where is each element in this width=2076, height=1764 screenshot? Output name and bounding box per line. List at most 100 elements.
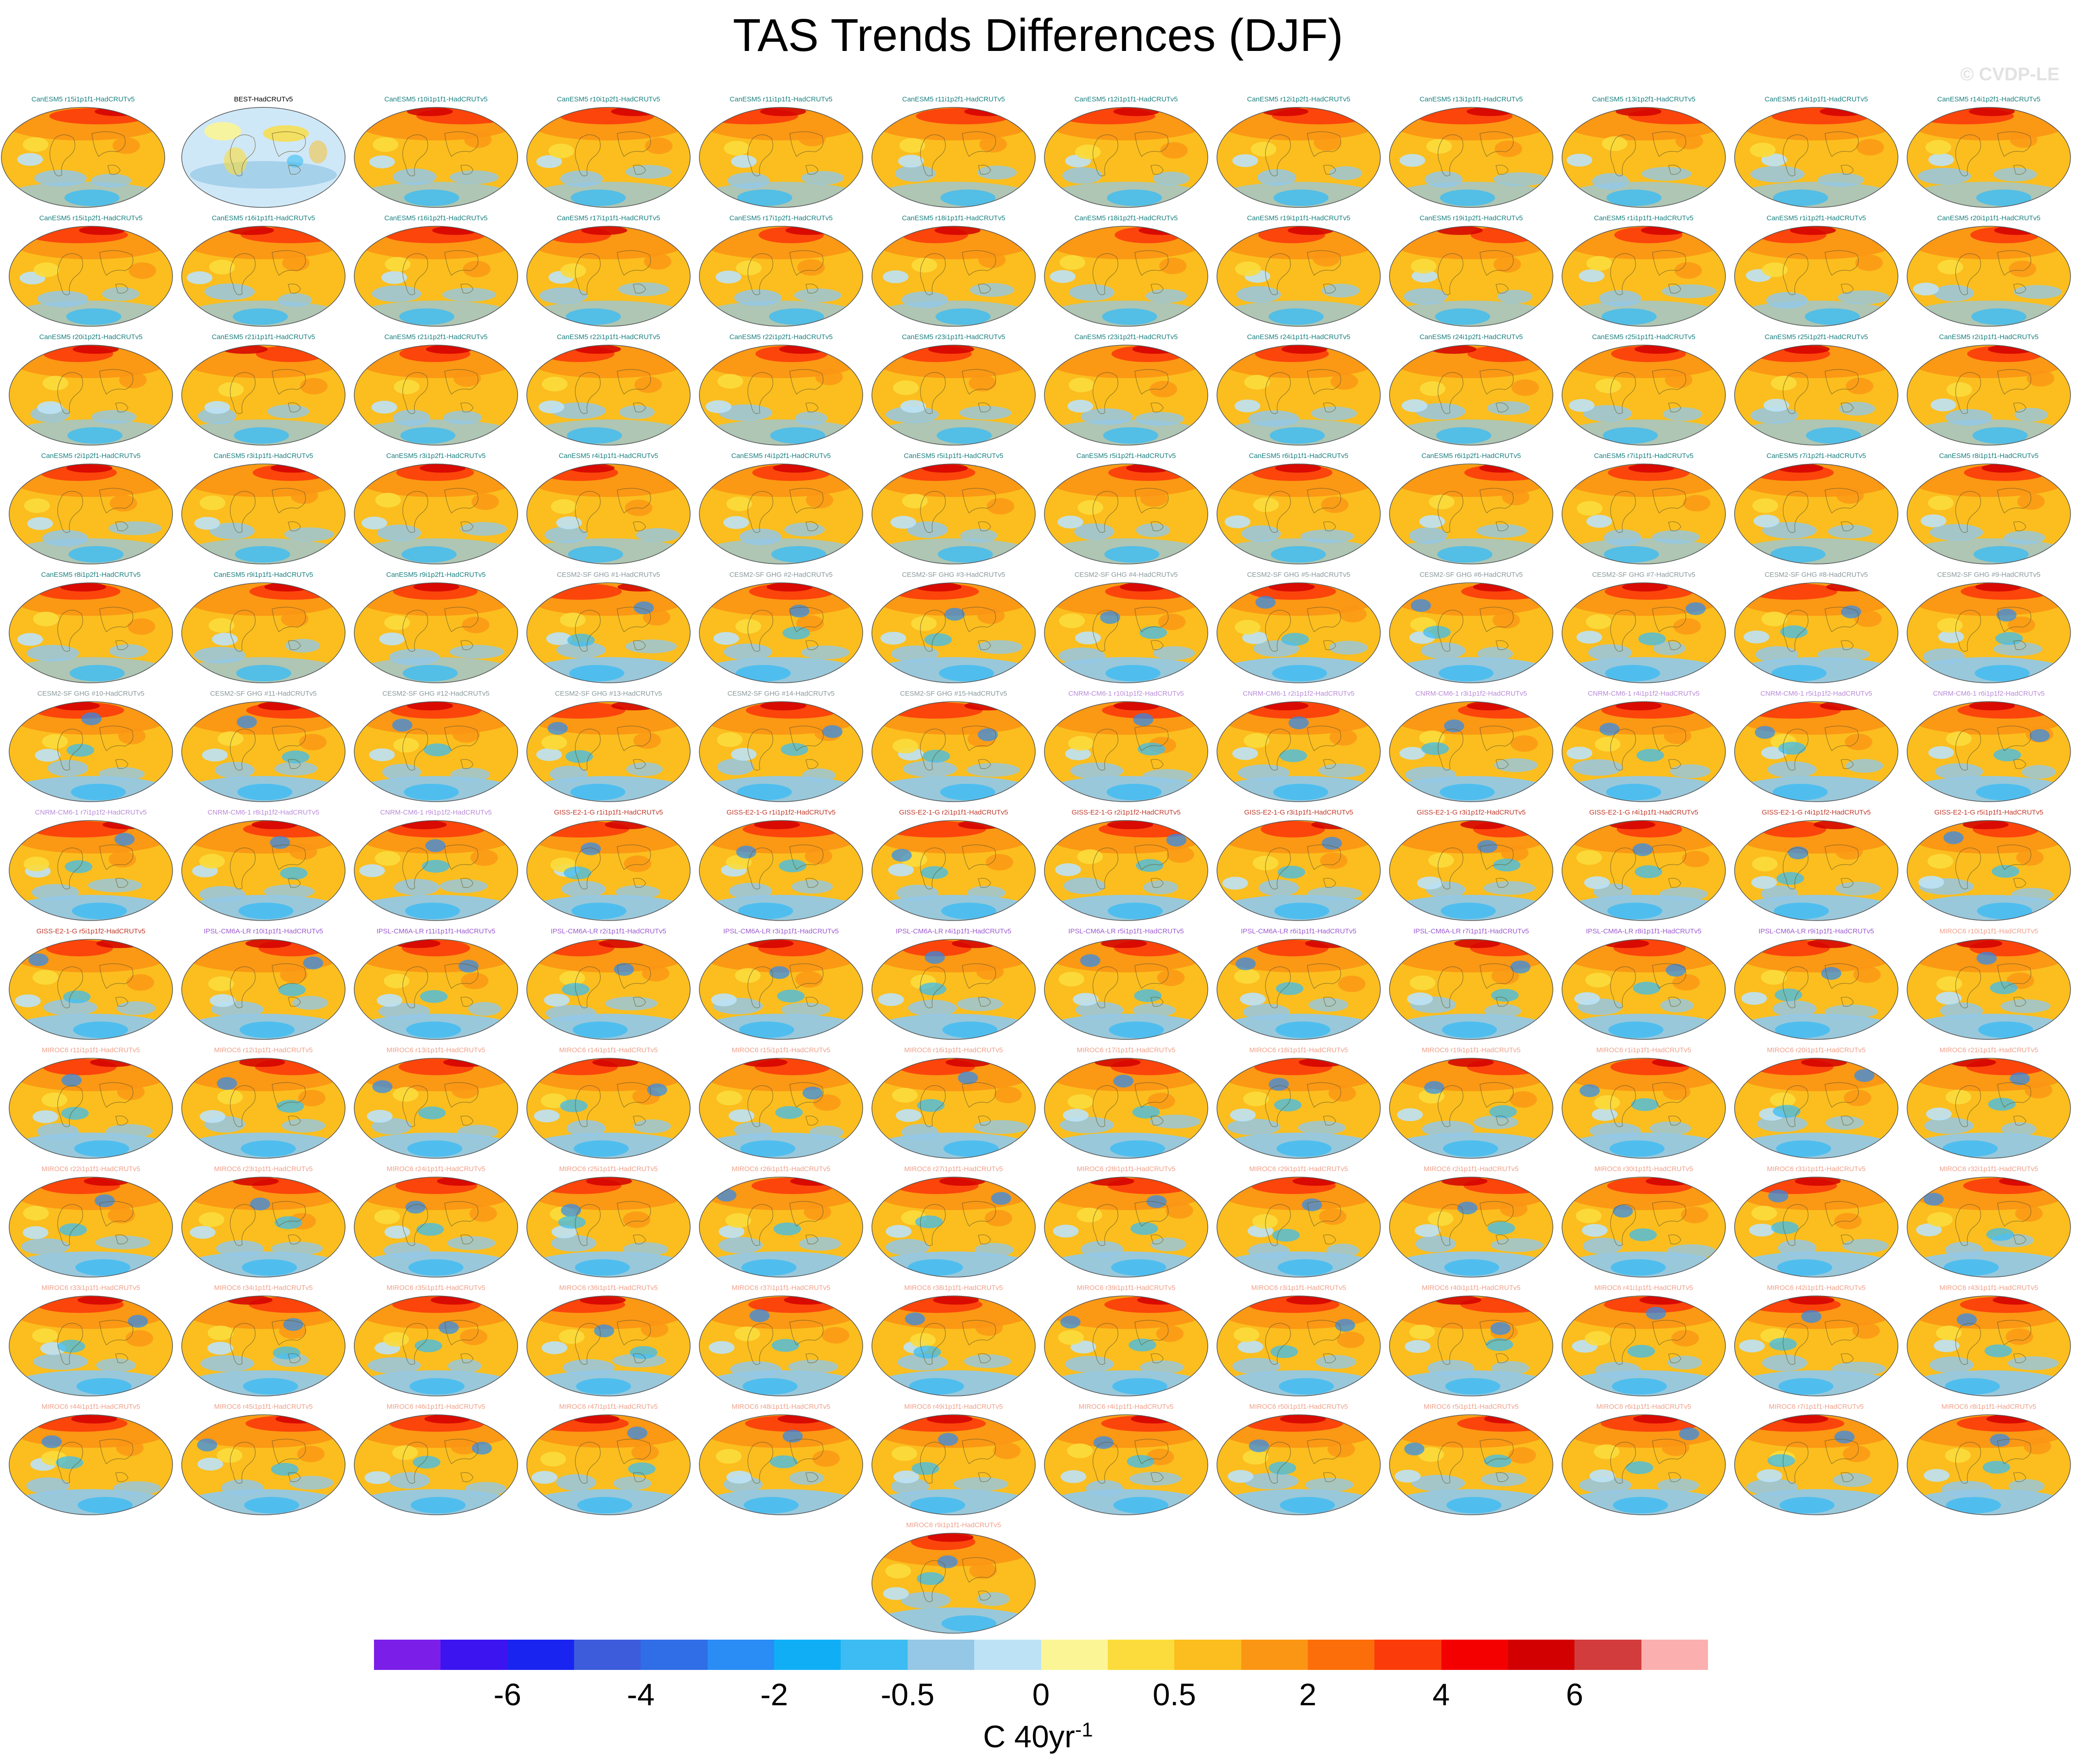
map-region [60,583,106,592]
map-region [901,1592,951,1609]
map-region [289,1476,334,1490]
panel-map [180,1176,346,1278]
map-region [1761,970,1787,985]
map-region [1140,490,1168,507]
map-panel: MIROC6 r32i1p1f1-HadCRUTv5 [1906,1165,2072,1279]
map-region [1335,1318,1356,1332]
map-region [1920,514,1947,527]
map-region [1508,1447,1536,1464]
map-region [893,380,919,395]
coastlines [229,369,306,414]
map-region [1328,1085,1356,1102]
coastlines [575,1201,651,1246]
panel-map [1733,344,1899,447]
coastlines [1955,1439,2031,1484]
map [1389,1177,1553,1278]
map-region [90,1058,136,1067]
map-region [217,1089,243,1105]
map-region [1460,821,1507,829]
map-region [541,376,568,391]
map-region [1233,1327,1260,1342]
map-region [1103,427,1159,444]
map-panel: GISS-E2-1-G r5i1p1f1-HadCRUTv5 [1906,808,2072,923]
panel-title: CanESM5 r23i1p1f1-HadCRUTv5 [902,333,1005,341]
map-region [208,976,234,991]
map-region [1457,1201,1478,1215]
map-region [967,886,1006,900]
map-region [549,765,588,782]
map-region [1490,1322,1511,1335]
map-region [536,583,622,600]
map-panel: CESM2-SF GHG #2-HadCRUTv5 [698,570,864,685]
map-outline [1389,701,1553,802]
panel-title: CanESM5 r22i1p1f1-HadCRUTv5 [557,333,660,341]
map-outline [1389,107,1553,208]
map-region [292,996,329,1010]
map-region [769,308,824,325]
map-region [805,491,833,508]
map-region [1610,1259,1666,1276]
map-panel: MIROC6 r7i1p1f1-HadCRUTv5 [1733,1402,1899,1517]
map-region [419,464,466,473]
map-region [1752,498,1778,513]
map-outline [1907,226,2071,327]
panel-title: MIROC6 r9i1p1f1-HadCRUTv5 [906,1521,1001,1529]
map-panel: CanESM5 r19i1p1f1-HadCRUTv5 [1216,214,1382,329]
coastlines [1265,1320,1341,1365]
map-region [565,750,593,763]
coastlines [1955,131,2031,177]
map-region [1672,974,1700,991]
map-region [1419,381,1445,396]
map-region [280,966,308,983]
panel-title: CanESM5 r12i1p2f1-HadCRUTv5 [1247,95,1351,103]
map-region [1841,605,1861,619]
map-panel: MIROC6 r13i1p1f1-HadCRUTv5 [353,1046,519,1161]
panel-map [8,700,174,803]
map [1562,820,1726,921]
map-region [1330,373,1358,390]
map-outline [181,582,346,683]
map-panel: MIROC6 r17i1p1f1-HadCRUTv5 [1043,1046,1209,1161]
map [181,226,346,327]
coastlines [575,607,651,652]
map-region [1993,748,2021,762]
panel-title: MIROC6 r44i1p1f1-HadCRUTv5 [41,1403,140,1411]
panel-map [8,225,174,328]
map [1734,582,1898,683]
map [699,1414,863,1515]
coastlines [1437,1201,1514,1246]
map-region [1399,747,1425,760]
map-region [1410,975,1436,990]
map-panel: CNRM-CM6-1 r6i1p1f2-HadCRUTv5 [1906,689,2072,804]
panel-title: MIROC6 r30i1p1f1-HadCRUTv5 [1594,1165,1693,1173]
panel-map [525,1057,692,1160]
map-region [1166,833,1187,847]
map-region [116,1001,156,1016]
map [1562,345,1726,446]
map-region [432,226,478,235]
map-region [1984,1344,2012,1357]
map-region [573,1415,619,1423]
map [1734,226,1898,327]
map-region [424,1415,470,1423]
panel-title: CanESM5 r7i1p2f1-HadCRUTv5 [1766,452,1866,460]
panel-map [8,1295,174,1397]
map [699,463,863,564]
map-region [1107,903,1163,919]
map-region [1663,1083,1691,1100]
map [1217,820,1381,921]
map [181,701,346,802]
panel-title: CanESM5 r23i1p2f1-HadCRUTv5 [1074,333,1178,341]
panel-map [1216,225,1382,328]
map-region [1577,501,1603,516]
map-region [77,1296,123,1305]
coastlines [402,844,479,890]
map-region [769,966,790,979]
map-outline [1562,1414,1726,1515]
map-region [777,989,805,1003]
map-region [647,1083,668,1096]
map-region [1852,1322,1880,1339]
panel-map [525,463,692,565]
map-region [1975,583,2021,592]
map-region [1928,746,1954,759]
